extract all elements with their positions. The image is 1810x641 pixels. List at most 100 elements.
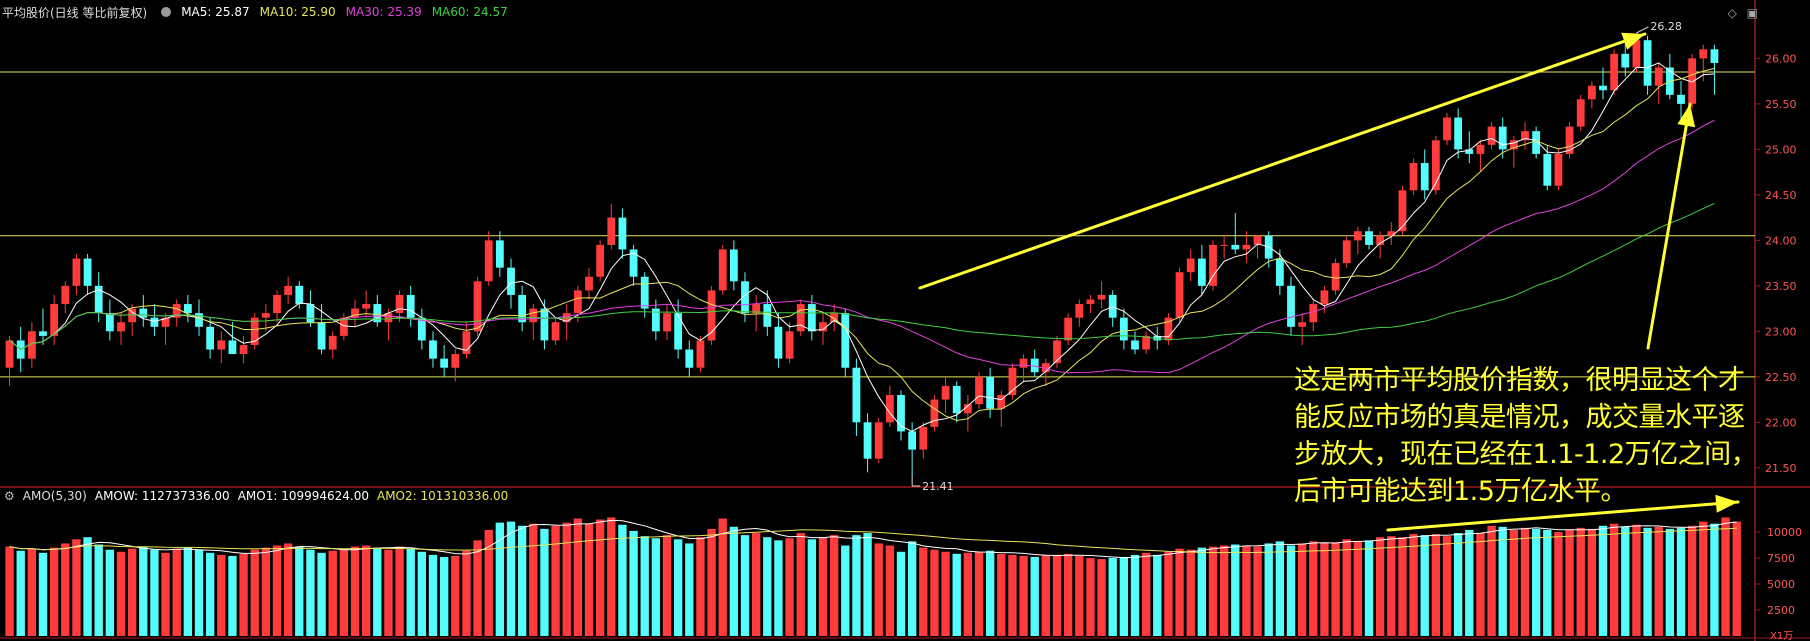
volume-header: ⚙ AMO(5,30) AMOW: 112737336.00 AMO1: 109… [0, 486, 1810, 506]
trend-arrow-ma-head [1677, 104, 1696, 128]
volume-bar [317, 552, 326, 636]
volume-bar [1320, 542, 1329, 636]
volume-bar [217, 554, 226, 636]
volume-bar [1097, 559, 1106, 636]
candle-up [930, 399, 939, 427]
candle-up [161, 317, 170, 327]
candle-up [752, 304, 761, 314]
candle-up [1632, 40, 1641, 68]
volume-bar [785, 538, 794, 636]
volume-ma5-line [9, 519, 1737, 559]
candle-up [1041, 363, 1050, 373]
volume-bar [1164, 551, 1173, 636]
price-header: 平均股价(日线 等比前复权) MA5: 25.87 MA10: 25.90 MA… [0, 0, 1810, 24]
moving-averages [9, 62, 1715, 432]
candle-up [1253, 235, 1262, 245]
candle-up [585, 276, 593, 291]
volume-settings-icon[interactable]: ⚙ [4, 489, 15, 503]
candle-down [1287, 285, 1295, 327]
candle-down [1532, 131, 1541, 154]
volume-bar [807, 539, 817, 636]
annotation-text: 这是两市平均股价指数，很明显这个才 能反应市场的真是情况，成交量水平逐 步放大，… [1294, 362, 1804, 510]
settings-dot-icon[interactable] [161, 7, 172, 17]
candle-down [741, 281, 749, 314]
volume-bar [150, 549, 159, 636]
candle-down [1710, 49, 1719, 63]
candle-up [1075, 304, 1084, 318]
volume-bar [818, 537, 828, 636]
candle-up [1064, 317, 1073, 341]
candle-down [863, 422, 872, 459]
candle-down [1420, 163, 1429, 191]
candle-up [1142, 335, 1151, 350]
volume-bar [105, 549, 115, 636]
volume-bar [1621, 526, 1630, 636]
candle-down [952, 385, 961, 414]
candle-up [1554, 153, 1563, 186]
candle-down [1365, 231, 1373, 245]
candle-up [1086, 299, 1095, 305]
diamond-icon[interactable]: ◇ [1727, 6, 1737, 20]
candle-up [1521, 131, 1529, 141]
candle-up [61, 285, 70, 305]
ma5-line [9, 62, 1715, 432]
volume-bar [1242, 545, 1251, 636]
candle-up [328, 335, 337, 350]
volume-bar [1732, 521, 1741, 636]
volume-bar [1175, 548, 1184, 636]
volume-bar [1498, 526, 1507, 636]
candle-up [663, 313, 671, 332]
ma30-label: MA30: 25.39 [345, 5, 422, 19]
candle-down [841, 313, 850, 368]
volume-bar [1509, 529, 1519, 636]
volume-bar [261, 547, 271, 636]
volume-bar [428, 554, 438, 636]
ma60-line [9, 202, 1715, 351]
candle-up [1298, 322, 1307, 327]
annotation-arrows [918, 32, 1740, 532]
candle-up [1175, 272, 1184, 318]
candle-up [1320, 290, 1329, 305]
chart-title: 平均股价(日线 等比前复权) [2, 5, 148, 20]
price-tick-label: 22.50 [1765, 371, 1797, 384]
volume-bar [61, 543, 70, 636]
candle-up [718, 249, 727, 291]
volume-bar [1231, 544, 1240, 636]
volume-title: AMO(5,30) [22, 489, 87, 503]
candle-up [250, 317, 259, 345]
volume-bar [974, 551, 984, 636]
candle-up [172, 304, 181, 318]
volume-bar [584, 523, 594, 636]
volume-bar [1565, 529, 1574, 636]
volume-bar [517, 525, 527, 636]
trend-arrow-price-shaft [918, 32, 1647, 290]
volume-bar [1130, 554, 1140, 636]
price-tick-label: 24.50 [1765, 189, 1797, 202]
candle-up [1309, 304, 1318, 323]
candle-up [1443, 117, 1451, 141]
candle-up [5, 340, 14, 368]
volume-bar [1676, 527, 1686, 636]
window-toggle-icon[interactable]: ▣ [1746, 6, 1758, 20]
volume-bar [16, 550, 25, 636]
volume-bar [607, 517, 616, 636]
candle-up [1587, 85, 1596, 100]
candle-up [919, 426, 928, 450]
candle-up [1565, 126, 1574, 154]
volume-bar [1364, 540, 1374, 636]
price-tick-label: 25.00 [1765, 143, 1797, 156]
volume-tick-label: 10000 [1767, 526, 1802, 539]
volume-bar [1465, 529, 1474, 636]
volume-bar [1264, 543, 1273, 636]
candle-up [1654, 67, 1663, 86]
candle-down [629, 249, 638, 277]
volume-bar [696, 537, 705, 636]
candle-up [351, 308, 359, 318]
candle-up [451, 354, 460, 368]
volume-bar [640, 536, 649, 636]
volume-bar [1286, 545, 1296, 636]
candle-down [674, 313, 683, 350]
candle-up [1476, 144, 1485, 154]
volume-bar [885, 545, 895, 636]
volume-bar [1375, 537, 1385, 636]
